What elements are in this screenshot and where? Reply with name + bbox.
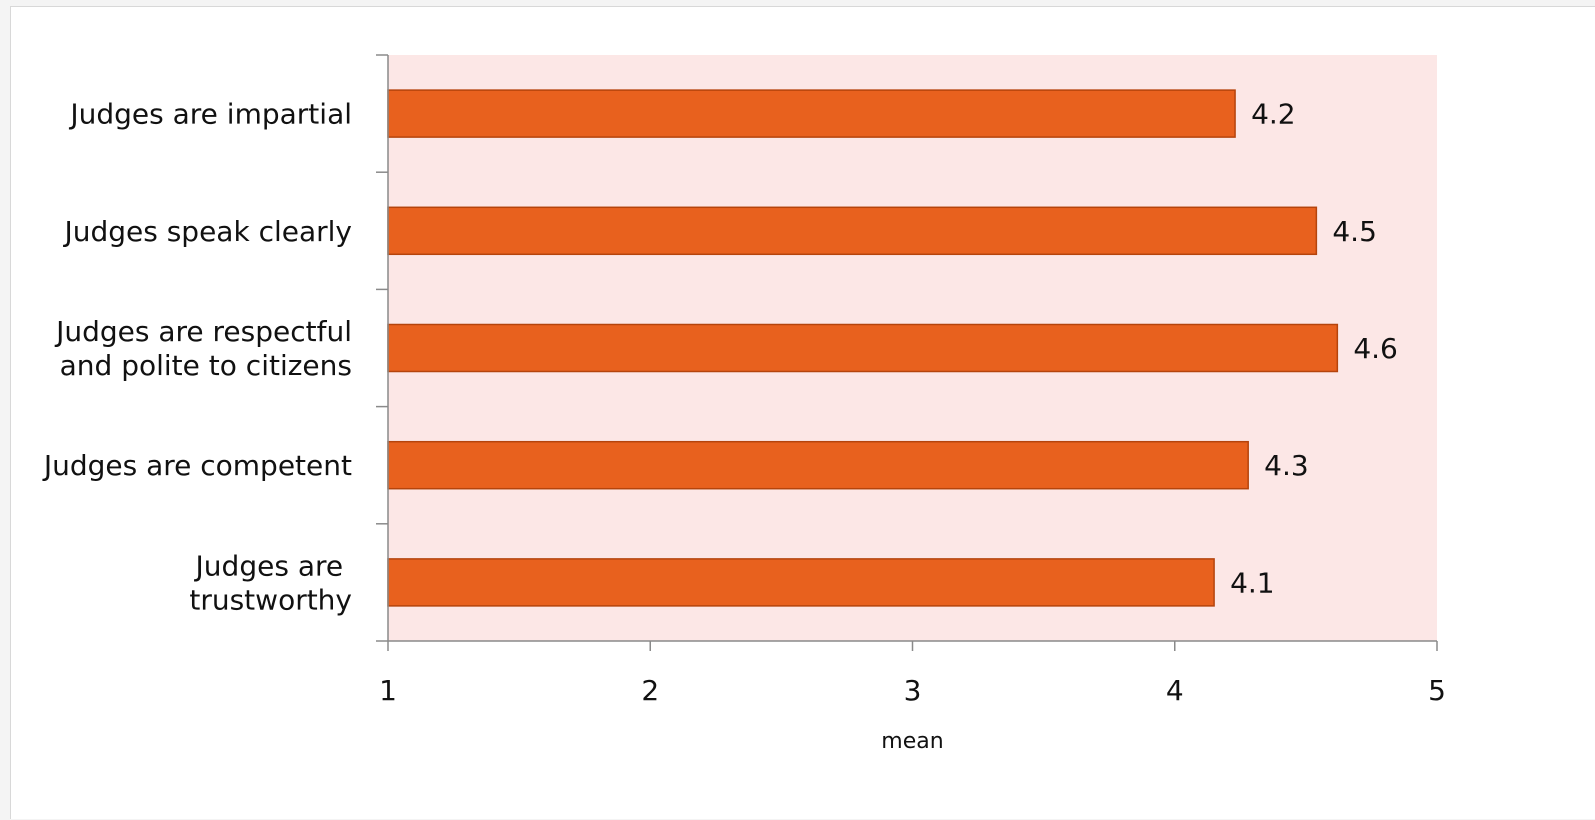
x-tick-label: 3 [904, 674, 922, 707]
data-label: 4.5 [1332, 215, 1377, 248]
bar [387, 440, 1249, 490]
x-tick-label: 5 [1428, 674, 1446, 707]
data-label: 4.2 [1251, 98, 1296, 131]
data-label: 4.1 [1230, 566, 1275, 599]
bar-chart: 4.2 Judges are impartial 4.5 Judges speak c… [42, 54, 1446, 754]
bar [387, 323, 1339, 373]
bar [387, 89, 1236, 138]
bar [387, 558, 1215, 607]
category-label: Judges are trustworthy [189, 549, 352, 616]
data-label: 4.6 [1353, 332, 1398, 365]
data-label: 4.3 [1264, 449, 1309, 482]
x-tick-label: 1 [379, 674, 397, 707]
chart-frame: 4.2 Judges are impartial 4.5 Judges speak c… [10, 6, 1595, 819]
x-tick-label: 4 [1166, 674, 1184, 707]
bar [387, 206, 1318, 256]
category-label: Judges are respectful and polite to citiz… [54, 315, 352, 382]
category-label: Judges speak clearly [62, 215, 352, 248]
x-tick-label: 2 [641, 674, 659, 707]
x-axis-title: mean [881, 729, 943, 754]
category-label: Judges are impartial [68, 98, 352, 131]
category-label: Judges are competent [42, 449, 352, 482]
